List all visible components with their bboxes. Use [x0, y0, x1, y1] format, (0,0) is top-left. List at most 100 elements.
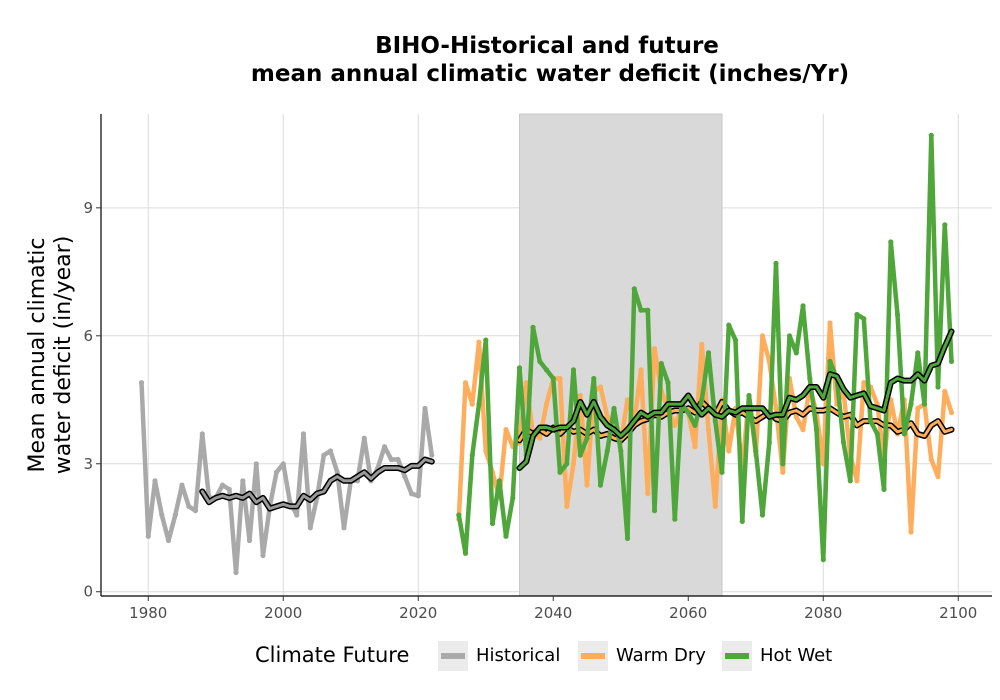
warm-dry-point: [705, 427, 712, 433]
historical-point: [341, 525, 347, 531]
hot-wet-point: [462, 550, 469, 556]
hot-wet-point: [631, 286, 637, 292]
chart-title-line-2: mean annual climatic water deficit (inch…: [251, 61, 849, 87]
historical-point: [273, 469, 280, 475]
hot-wet-point: [746, 392, 752, 399]
y-tick-label: 3: [83, 455, 93, 473]
x-tick-label: 2100: [939, 604, 977, 622]
hot-wet-point: [874, 431, 880, 437]
hot-wet-point: [726, 322, 732, 328]
y-axis-label-line-2: water deficit (in/year): [51, 236, 76, 475]
historical-point: [294, 512, 300, 518]
legend-label-hot-wet: Hot Wet: [760, 645, 832, 666]
hot-wet-point: [530, 324, 536, 330]
warm-dry-point: [604, 414, 610, 420]
historical-point: [327, 448, 334, 454]
warm-dry-point: [793, 414, 799, 420]
historical-point: [415, 493, 421, 499]
historical-point: [145, 533, 151, 539]
x-tick-label: 1980: [129, 604, 167, 622]
hot-wet-point: [807, 375, 813, 382]
warm-dry-point: [672, 422, 678, 428]
warm-dry-point: [928, 456, 934, 463]
hot-wet-point: [840, 439, 847, 445]
y-axis-ticks: 0 3 6 9: [83, 199, 101, 601]
legend: Climate Future Historical Warm Dry Hot W…: [255, 641, 832, 671]
hot-wet-point: [867, 418, 874, 424]
historical-running-mean-line: [200, 458, 434, 511]
warm-dry-point: [726, 448, 732, 454]
historical-point: [192, 508, 199, 514]
warm-dry-point: [543, 401, 550, 407]
hot-wet-running-mean-line: [518, 330, 953, 470]
warm-dry-point: [854, 478, 860, 484]
hot-wet-point: [712, 418, 718, 424]
hot-wet-point: [611, 405, 617, 411]
historical-point: [186, 503, 192, 509]
historical-point: [165, 537, 172, 544]
x-tick-label: 2040: [534, 604, 572, 622]
warm-dry-point: [564, 503, 570, 509]
hot-wet-point: [847, 478, 853, 484]
hot-wet-point: [753, 448, 759, 454]
x-tick-label: 2080: [804, 604, 842, 622]
warm-dry-point: [915, 405, 921, 411]
hot-wet-point: [645, 307, 651, 313]
legend-entry-historical: Historical: [438, 641, 560, 671]
warm-dry-point: [483, 448, 489, 454]
warm-dry-point: [699, 341, 705, 347]
hot-wet-point: [584, 435, 590, 441]
hot-wet-point: [739, 518, 745, 525]
warm-dry-point: [476, 339, 482, 345]
hot-wet-point: [766, 439, 772, 445]
historical-point: [172, 512, 178, 518]
warm-dry-point: [638, 367, 644, 373]
plot-area: 1980 2000 2020 2040 2060 2080 2100 0 3 6 9: [83, 113, 992, 622]
hot-wet-point: [597, 482, 604, 488]
y-axis-label-line-1: Mean annual climatic: [25, 238, 50, 473]
hot-wet-point: [557, 469, 563, 475]
x-tick-label: 2060: [669, 604, 707, 622]
warm-dry-point: [570, 461, 577, 467]
hot-wet-point: [888, 239, 894, 245]
historical-point: [395, 456, 401, 463]
historical-point: [152, 478, 158, 484]
historical-point: [138, 380, 145, 386]
warm-dry-point: [948, 410, 955, 416]
warm-dry-point: [597, 384, 604, 390]
historical-point: [159, 512, 165, 518]
hot-wet-point: [665, 380, 671, 386]
hot-wet-point: [915, 350, 921, 356]
historical-point: [226, 486, 232, 492]
hot-wet-point: [692, 422, 698, 428]
x-axis-ticks: 1980 2000 2020 2040 2060 2080 2100: [129, 596, 977, 622]
hot-wet-point: [685, 410, 691, 416]
hot-wet-point: [908, 401, 914, 407]
warm-dry-point: [861, 380, 867, 386]
hot-wet-point: [942, 222, 948, 228]
warm-dry-point: [462, 380, 469, 386]
warm-dry-point: [537, 435, 543, 441]
hot-wet-point: [469, 452, 475, 458]
warm-dry-point: [800, 427, 806, 433]
hot-wet-point: [651, 508, 658, 514]
hot-wet-point: [773, 260, 779, 266]
historical-point: [408, 491, 415, 497]
historical-point: [280, 461, 286, 467]
legend-label-warm-dry: Warm Dry: [616, 645, 706, 666]
warm-dry-point: [692, 444, 698, 450]
hot-wet-point: [550, 375, 556, 382]
hot-wet-point: [786, 333, 793, 339]
warm-dry-point: [935, 474, 941, 480]
hot-wet-point: [759, 512, 766, 518]
historical-point: [429, 452, 435, 458]
historical-line: [139, 380, 435, 575]
historical-point: [300, 431, 307, 437]
hot-wet-point: [800, 303, 806, 309]
hot-wet-point: [881, 486, 887, 492]
hot-wet-point: [577, 452, 583, 458]
chart-title-line-1: BIHO-Historical and future: [375, 33, 719, 59]
y-tick-label: 6: [83, 327, 93, 345]
hot-wet-point: [591, 375, 597, 382]
